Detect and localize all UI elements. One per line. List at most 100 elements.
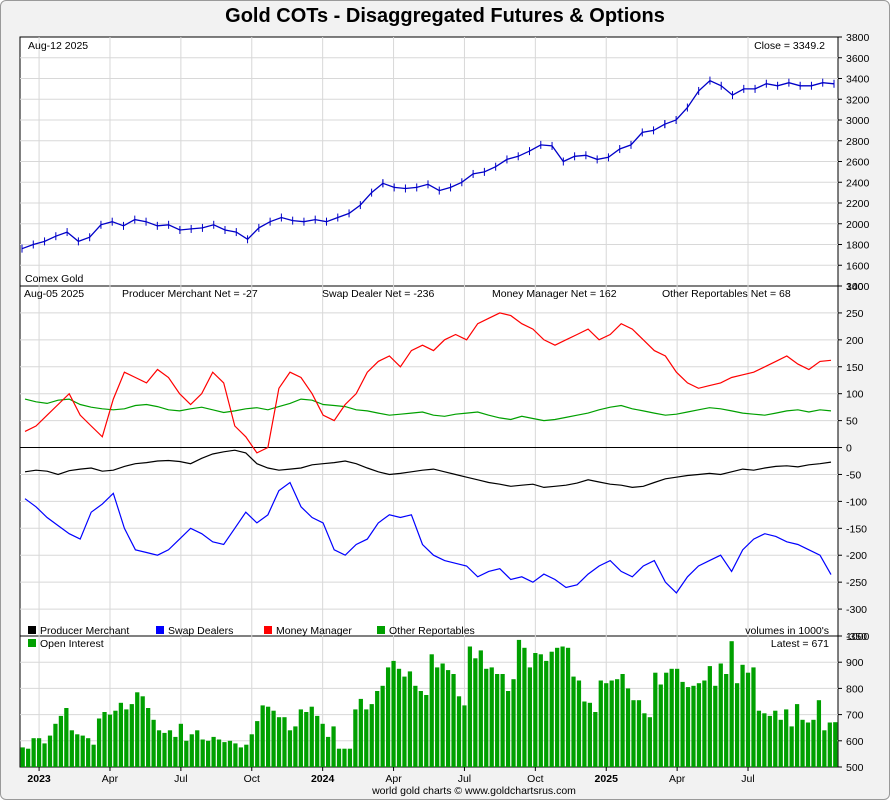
legend-money: Money Manager	[276, 625, 352, 637]
y-tick-label: 0	[846, 443, 852, 455]
oi-bar	[320, 723, 325, 767]
oi-latest-label: Latest = 671	[771, 638, 829, 650]
oi-bar	[64, 708, 69, 767]
oi-bar	[178, 723, 183, 767]
oi-bar	[593, 712, 598, 767]
oi-bar	[511, 679, 516, 767]
oi-bar	[276, 717, 282, 767]
y-tick-label: 1800	[846, 240, 870, 252]
oi-bar	[642, 713, 647, 767]
oi-bar	[751, 667, 756, 767]
y-tick-label: 2600	[846, 157, 870, 169]
oi-bar	[184, 740, 189, 767]
oi-bar	[789, 726, 794, 767]
oi-bar	[271, 710, 276, 767]
oi-bar	[315, 715, 320, 767]
oi-bar	[107, 714, 113, 767]
oi-bar	[53, 723, 58, 767]
oi-bar	[811, 719, 816, 767]
swap-net-label: Swap Dealer Net = -236	[322, 288, 435, 300]
price-close-label: Close = 3349.2	[754, 40, 825, 52]
y-tick-label: 800	[846, 683, 864, 695]
oi-bar	[216, 739, 222, 767]
y-tick-label: 3200	[846, 94, 870, 106]
oi-panel	[19, 635, 839, 768]
y-axes: 1400160018002000220024002600280030003200…	[838, 32, 870, 774]
other-line	[24, 398, 832, 422]
oi-bar	[244, 744, 249, 767]
oi-bar	[805, 722, 811, 767]
x-tick-label: Apr	[385, 773, 402, 785]
oi-bar	[522, 647, 527, 767]
legend-other: Other Reportables	[389, 625, 475, 637]
x-tick-label: Apr	[102, 773, 119, 785]
oi-bar	[495, 674, 500, 767]
oi-bar	[625, 688, 631, 767]
oi-bar	[669, 668, 674, 768]
oi-bar	[36, 738, 42, 767]
other-net-label: Other Reportables Net = 68	[662, 288, 791, 300]
legend-swatch-oi	[28, 639, 36, 647]
y-tick-label: 250	[846, 308, 864, 320]
oi-bar	[707, 666, 712, 767]
oi-bar	[724, 674, 729, 767]
oi-bar	[375, 691, 380, 767]
oi-bar	[385, 667, 391, 767]
y-tick-label: -200	[846, 550, 867, 562]
oi-bar	[227, 740, 233, 767]
oi-bar	[135, 692, 140, 767]
x-tick-label: Oct	[244, 773, 260, 785]
oi-bar	[555, 647, 560, 767]
oi-bar	[620, 674, 625, 767]
oi-bar	[658, 684, 663, 767]
net-series	[20, 312, 838, 594]
y-tick-label: 1000	[846, 631, 870, 643]
oi-bar	[407, 671, 413, 767]
oi-bar	[675, 668, 680, 768]
oi-bar	[653, 672, 658, 767]
y-tick-label: 500	[846, 762, 864, 774]
oi-bar	[773, 710, 778, 767]
oi-bar	[391, 660, 396, 767]
oi-bar	[309, 706, 314, 767]
oi-bar	[200, 739, 205, 767]
y-tick-label: 50	[846, 416, 858, 428]
oi-bar	[69, 730, 74, 767]
oi-bar	[260, 705, 265, 767]
oi-bar	[784, 709, 789, 767]
oi-bar	[304, 712, 309, 767]
oi-bar	[462, 705, 467, 767]
price-series-label: Comex Gold	[25, 273, 84, 285]
y-tick-label: 1400	[846, 281, 870, 293]
y-tick-label: 1600	[846, 260, 870, 272]
oi-bar	[156, 730, 162, 767]
oi-bar	[336, 748, 342, 767]
oi-bar	[325, 736, 331, 767]
oi-bar	[713, 685, 718, 767]
legend-swap: Swap Dealers	[168, 625, 233, 637]
x-tick-label: Jul	[741, 773, 754, 785]
y-tick-label: 2200	[846, 198, 870, 210]
y-tick-label: 200	[846, 335, 864, 347]
oi-bar	[396, 668, 402, 768]
y-tick-label: -50	[846, 469, 861, 481]
oi-bar	[211, 736, 216, 767]
price-line-b	[382, 123, 666, 192]
oi-bar	[609, 680, 614, 767]
y-tick-label: -100	[846, 496, 867, 508]
oi-bar	[353, 709, 358, 767]
y-tick-label: -300	[846, 604, 867, 616]
oi-bar	[75, 734, 80, 768]
legend-swatch-other	[377, 626, 385, 634]
oi-bar	[484, 668, 489, 768]
oi-bar	[527, 667, 533, 767]
oi-bar	[440, 663, 445, 767]
oi-bar	[544, 660, 549, 767]
oi-bar	[636, 700, 642, 767]
oi-bar	[266, 706, 271, 767]
oi-bar	[729, 641, 734, 767]
oi-bar	[342, 748, 347, 767]
y-tick-label: 3000	[846, 115, 870, 127]
swap-line	[24, 481, 832, 594]
oi-bar	[560, 646, 565, 767]
